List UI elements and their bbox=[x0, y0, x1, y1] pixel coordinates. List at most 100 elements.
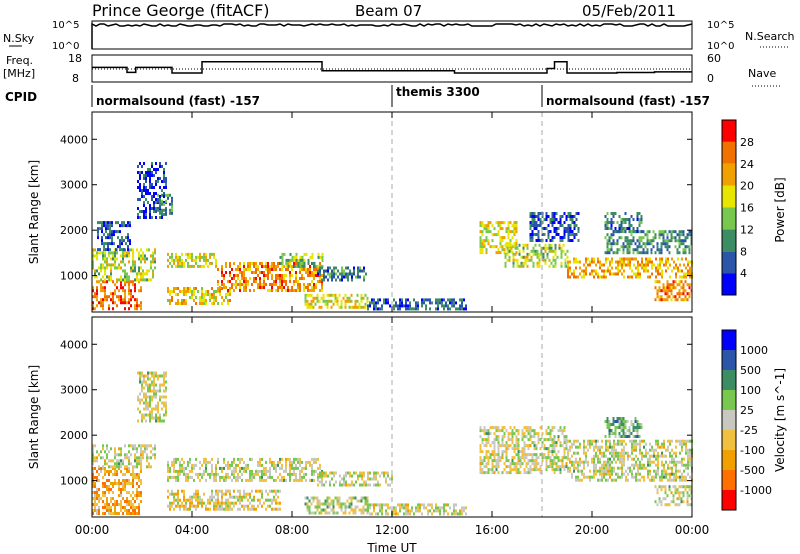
power-echo-cell bbox=[108, 278, 110, 282]
power-echo-cell bbox=[655, 266, 657, 270]
velocity-echo-cell bbox=[479, 447, 482, 451]
power-echo-cell bbox=[321, 264, 324, 268]
velocity-echo-cell bbox=[124, 488, 126, 491]
power-echo-cell bbox=[529, 221, 532, 224]
velocity-echo-cell bbox=[605, 478, 607, 482]
power-echo-cell bbox=[509, 230, 512, 234]
power-echo-cell bbox=[195, 296, 197, 299]
power-echo-cell bbox=[229, 271, 231, 274]
power-echo-cell bbox=[157, 198, 159, 201]
velocity-echo-cell bbox=[116, 459, 118, 463]
power-echo-cell bbox=[629, 266, 631, 270]
velocity-echo-cell bbox=[657, 457, 659, 461]
velocity-echo-cell bbox=[517, 450, 520, 454]
velocity-echo-cell bbox=[571, 475, 573, 479]
power-echo-cell bbox=[307, 261, 310, 265]
power-echo-cell bbox=[279, 274, 281, 277]
power-echo-cell bbox=[561, 215, 564, 218]
power-echo-cell bbox=[627, 257, 629, 261]
power-echo-cell bbox=[684, 245, 687, 249]
velocity-echo-cell bbox=[639, 445, 641, 449]
power-echo-cell bbox=[307, 289, 309, 292]
velocity-echo-cell bbox=[491, 471, 494, 475]
velocity-echo-cell bbox=[225, 463, 227, 467]
velocity-echo-cell bbox=[529, 429, 532, 433]
power-echo-cell bbox=[247, 265, 249, 268]
power-echo-cell bbox=[306, 293, 309, 297]
velocity-echo-cell bbox=[301, 466, 303, 470]
velocity-echo-cell bbox=[647, 451, 649, 455]
power-echo-cell bbox=[340, 302, 343, 306]
power-echo-cell bbox=[632, 218, 635, 221]
power-echo-cell bbox=[110, 257, 112, 261]
velocity-echo-cell bbox=[553, 468, 556, 472]
power-echo-cell bbox=[108, 295, 110, 299]
power-echo-cell bbox=[143, 186, 145, 189]
power-echo-cell bbox=[140, 260, 142, 264]
velocity-echo-cell bbox=[631, 451, 633, 455]
velocity-echo-cell bbox=[657, 442, 659, 446]
velocity-echo-cell bbox=[195, 498, 197, 502]
velocity-echo-cell bbox=[239, 469, 241, 473]
velocity-echo-cell bbox=[647, 475, 649, 479]
velocity-echo-cell bbox=[405, 503, 407, 507]
power-echo-cell bbox=[605, 260, 607, 264]
power-echo-cell bbox=[622, 230, 625, 233]
power-echo-cell bbox=[682, 251, 685, 255]
velocity-echo-cell bbox=[175, 504, 177, 508]
velocity-echo-cell bbox=[627, 457, 629, 461]
power-echo-cell bbox=[177, 261, 179, 265]
power-echo-cell bbox=[497, 248, 500, 252]
velocity-echo-cell bbox=[373, 477, 375, 481]
power-echo-cell bbox=[613, 272, 615, 276]
velocity-echo-cell bbox=[571, 445, 573, 449]
velocity-echo-cell bbox=[591, 442, 593, 446]
power-echo-cell bbox=[147, 168, 149, 171]
velocity-echo-cell bbox=[96, 509, 98, 512]
power-echo-cell bbox=[364, 293, 367, 297]
power-echo-cell bbox=[668, 286, 671, 290]
power-echo-cell bbox=[165, 162, 167, 165]
velocity-echo-cell bbox=[322, 508, 325, 512]
power-echo-cell bbox=[536, 264, 539, 268]
power-echo-cell bbox=[575, 257, 577, 261]
power-echo-cell bbox=[106, 298, 108, 302]
power-echo-cell bbox=[336, 299, 339, 303]
power-echo-cell bbox=[114, 292, 116, 296]
velocity-echo-cell bbox=[681, 472, 683, 476]
velocity-echo-cell bbox=[679, 460, 681, 464]
velocity-echo-cell bbox=[593, 466, 595, 470]
velocity-echo-cell bbox=[672, 500, 675, 504]
power-echo-cell bbox=[148, 269, 150, 273]
power-echo-cell bbox=[150, 266, 152, 270]
velocity-echo-cell bbox=[445, 509, 447, 513]
velocity-echo-cell bbox=[585, 454, 587, 458]
power-echo-cell bbox=[606, 224, 609, 227]
velocity-echo-cell bbox=[624, 420, 627, 423]
velocity-echo-cell bbox=[667, 445, 669, 449]
power-echo-cell bbox=[318, 305, 321, 309]
power-echo-cell bbox=[658, 280, 661, 284]
power-echo-cell bbox=[263, 280, 265, 283]
power-echo-cell bbox=[281, 289, 283, 292]
power-echo-cell bbox=[449, 298, 451, 302]
power-echo-cell bbox=[513, 221, 516, 225]
velocity-echo-cell bbox=[229, 489, 231, 493]
velocity-echo-cell bbox=[622, 426, 625, 429]
power-echo-cell bbox=[257, 283, 259, 286]
power-echo-cell bbox=[516, 246, 519, 250]
velocity-echo-cell bbox=[306, 508, 309, 512]
power-echo-cell bbox=[243, 262, 245, 265]
velocity-echo-cell bbox=[299, 478, 301, 482]
velocity-echo-cell bbox=[128, 462, 130, 466]
power-echo-cell bbox=[307, 258, 310, 262]
power-echo-cell bbox=[681, 257, 683, 261]
power-echo-cell bbox=[571, 218, 574, 221]
velocity-echo-cell bbox=[601, 475, 603, 479]
velocity-echo-cell bbox=[385, 503, 387, 507]
velocity-echo-cell bbox=[491, 468, 494, 472]
velocity-echo-cell bbox=[173, 457, 175, 461]
power-echo-cell bbox=[137, 186, 139, 189]
velocity-echo-cell bbox=[145, 404, 147, 408]
power-echo-cell bbox=[513, 245, 516, 249]
